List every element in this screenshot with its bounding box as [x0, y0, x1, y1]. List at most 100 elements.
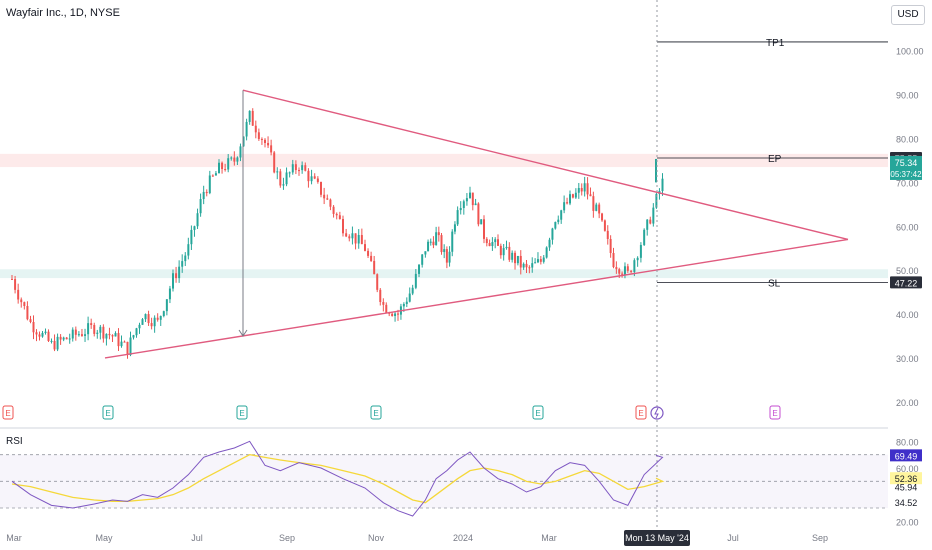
candle-body: [534, 262, 537, 264]
rsi-ma-tag: 52.36: [895, 474, 918, 484]
earnings-marker[interactable]: E: [373, 409, 378, 418]
earnings-marker-bg[interactable]: [236, 405, 248, 420]
candle-body: [639, 244, 642, 258]
candle-body: [469, 192, 471, 199]
candle-body: [545, 247, 548, 258]
candle-body: [563, 202, 566, 211]
earnings-marker[interactable]: E: [5, 409, 10, 418]
candle-body: [348, 236, 351, 239]
candle-body: [298, 170, 300, 172]
candle-body: [373, 260, 376, 275]
earnings-marker-bg[interactable]: [2, 405, 14, 420]
candle-body: [364, 244, 366, 251]
candle-body: [224, 169, 227, 171]
candle-body: [214, 173, 217, 176]
candle-body: [435, 232, 438, 246]
candle-body: [248, 110, 251, 122]
candle-body: [583, 183, 586, 192]
candle-body: [630, 270, 633, 272]
candle-body: [90, 323, 93, 326]
candle-body: [424, 251, 427, 255]
rsi-axis-label: 60.00: [896, 464, 919, 474]
currency-selector[interactable]: USD: [891, 5, 925, 25]
candle-body: [93, 325, 96, 334]
countdown-tag: 05:37:42: [890, 170, 922, 179]
earnings-marker-bg[interactable]: [635, 405, 647, 420]
candle-body: [187, 244, 190, 256]
candle-body: [68, 338, 71, 340]
candle-body: [574, 192, 577, 198]
candle-body: [144, 314, 147, 320]
candle-body: [53, 340, 56, 350]
candle-body: [354, 233, 357, 244]
candle-body: [35, 332, 38, 335]
candle-body: [357, 235, 360, 244]
candle-body: [405, 301, 408, 305]
candle-body: [123, 341, 126, 343]
candle-body: [105, 333, 108, 339]
candle-body: [522, 263, 525, 268]
candle-body: [320, 181, 322, 195]
candle-body: [153, 317, 156, 327]
candle-body: [414, 273, 417, 288]
candle-body: [577, 187, 580, 193]
earnings-marker[interactable]: E: [535, 409, 540, 418]
candle-body: [531, 263, 534, 268]
candle-body: [178, 266, 181, 279]
sl-label: SL: [768, 278, 781, 289]
candle-body: [288, 172, 291, 174]
candle-body: [218, 162, 220, 174]
price-axis-label: 90.00: [896, 91, 919, 101]
time-axis-label: 2024: [453, 533, 473, 543]
sl-price-tag: 47.22: [895, 278, 918, 288]
candle-body: [338, 215, 341, 220]
candle-body: [437, 232, 440, 236]
candle-body: [586, 183, 589, 195]
rsi-level-tag: 45.94: [895, 483, 918, 493]
price-axis-label: 40.00: [896, 310, 919, 320]
candle-body: [649, 219, 652, 224]
ep-label: EP: [768, 154, 782, 165]
last-price-tag-bg: [890, 155, 922, 180]
candle-body: [329, 199, 332, 207]
dividend-marker[interactable]: [650, 406, 664, 420]
candle-body: [391, 313, 394, 316]
time-axis-label: May: [95, 533, 113, 543]
earnings-marker[interactable]: E: [105, 409, 110, 418]
candle-body: [429, 241, 432, 243]
candle-body: [242, 136, 245, 147]
candle-body: [62, 337, 65, 340]
candle-body: [96, 332, 99, 334]
rsi-ma-tag-bg: [890, 472, 922, 485]
candle-body: [50, 340, 53, 342]
candle-body: [560, 210, 563, 220]
candle-body: [65, 337, 68, 340]
candle-body: [108, 333, 111, 336]
earnings-marker-bg[interactable]: [769, 405, 781, 420]
candle-body: [511, 252, 514, 260]
candle-body: [342, 219, 344, 234]
earnings-marker-bg[interactable]: [370, 405, 382, 420]
candle-body: [514, 252, 517, 264]
candle-body: [316, 178, 319, 182]
earnings-marker[interactable]: E: [638, 409, 643, 418]
candle-body: [211, 175, 214, 177]
candle-body: [351, 233, 354, 239]
trendline: [104, 238, 849, 359]
tp1-label: TP1: [766, 38, 785, 49]
earnings-marker[interactable]: E: [239, 409, 244, 418]
candle-body: [71, 329, 74, 339]
candle-body: [335, 213, 338, 216]
candle-body: [453, 224, 456, 232]
candle-body: [385, 304, 388, 313]
candle-body: [623, 266, 626, 275]
candle-body: [516, 255, 519, 264]
earnings-marker[interactable]: E: [772, 409, 777, 418]
earnings-marker-bg[interactable]: [532, 405, 544, 420]
earnings-marker-bg[interactable]: [102, 405, 114, 420]
candle-body: [44, 331, 47, 333]
candle-body: [80, 334, 83, 336]
candle-body: [23, 302, 26, 306]
